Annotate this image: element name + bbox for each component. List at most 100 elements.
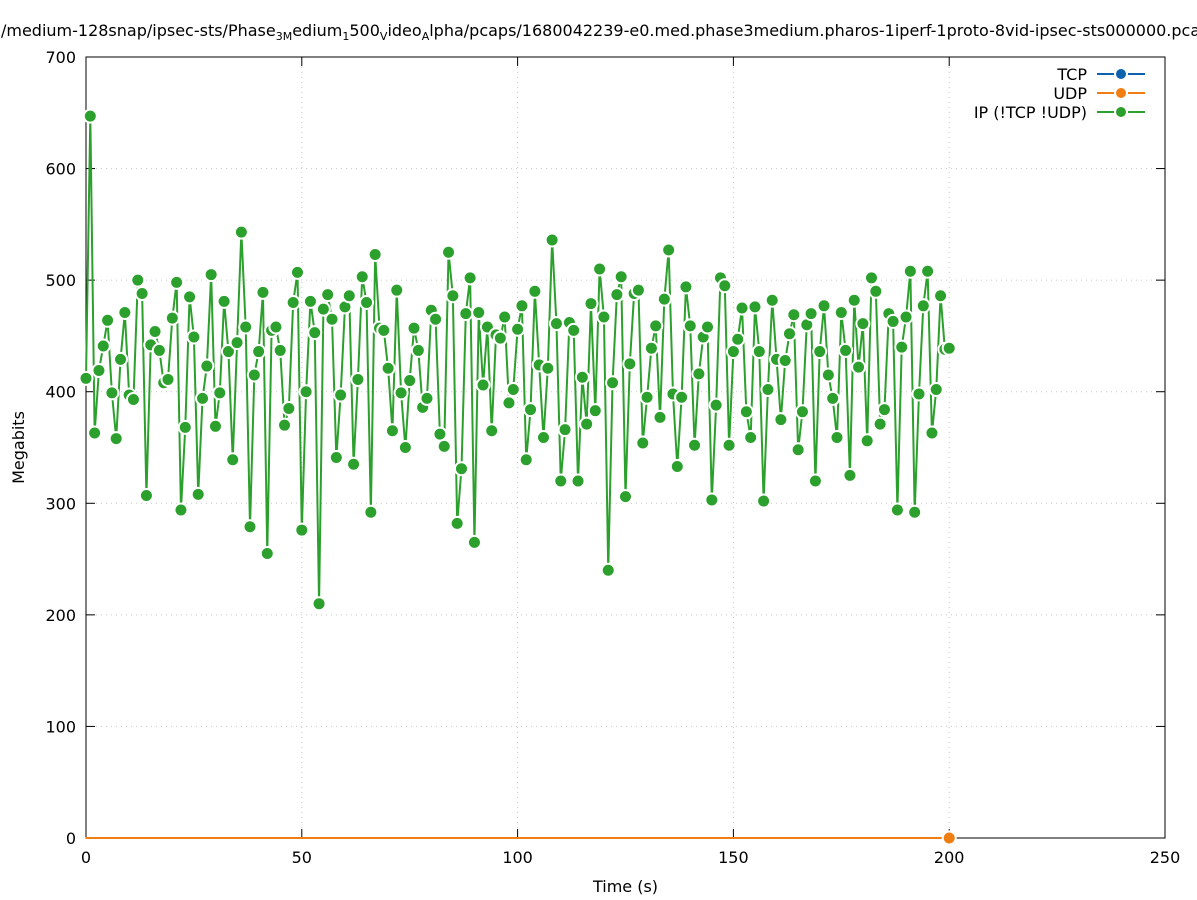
chart-title-part: .../medium-128snap/ipsec-sts/Phase	[0, 21, 276, 40]
x-tick-label: 0	[81, 848, 91, 867]
series-point	[138, 487, 154, 503]
series-point	[302, 293, 318, 309]
series-point	[125, 392, 141, 408]
series-point	[285, 294, 301, 310]
series-point	[928, 381, 944, 397]
series-point	[756, 493, 772, 509]
series-point	[851, 359, 867, 375]
y-tick-label: 200	[45, 606, 76, 625]
series-line	[85, 116, 950, 604]
series-point	[320, 287, 336, 303]
series-point	[393, 385, 409, 401]
series-point	[147, 323, 163, 339]
series-point	[95, 338, 111, 354]
y-tick-label: 300	[45, 494, 76, 513]
series-point	[359, 294, 375, 310]
series-point	[687, 437, 703, 453]
legend-swatch-marker	[1114, 86, 1128, 100]
series-point	[782, 326, 798, 342]
series-point	[475, 377, 491, 393]
chart-title-subscript: A	[422, 30, 430, 43]
series-point	[570, 473, 586, 489]
series-point	[643, 340, 659, 356]
series-point	[846, 292, 862, 308]
series-point	[885, 313, 901, 329]
series-point	[786, 307, 802, 323]
series-point	[794, 404, 810, 420]
series-point	[583, 296, 599, 312]
series-point	[203, 267, 219, 283]
series-point	[354, 269, 370, 285]
series-point	[82, 108, 98, 124]
series-point	[717, 278, 733, 294]
series-point	[833, 304, 849, 320]
legend-item: UDP	[1053, 84, 1145, 103]
series-point	[639, 389, 655, 405]
series-point	[523, 402, 539, 418]
series-point	[432, 426, 448, 442]
series-2	[78, 108, 957, 612]
series-point	[177, 419, 193, 435]
series-point	[78, 370, 94, 386]
series-point	[872, 416, 888, 432]
series-point	[859, 433, 875, 449]
series-point	[376, 322, 392, 338]
series-point	[816, 298, 832, 314]
series-point	[169, 274, 185, 290]
series-point	[246, 367, 262, 383]
chart-title-subscript: 3M	[276, 30, 293, 43]
series-point	[600, 562, 616, 578]
series-point	[678, 279, 694, 295]
series-point	[764, 292, 780, 308]
legend-swatch-marker	[1114, 67, 1128, 81]
series-point	[255, 284, 271, 300]
series-point	[173, 502, 189, 518]
series-point	[700, 319, 716, 335]
series-point	[790, 442, 806, 458]
series-point	[428, 311, 444, 327]
series-point	[492, 330, 508, 346]
series-point	[497, 309, 513, 325]
series-point	[216, 293, 232, 309]
series-point	[652, 409, 668, 425]
series-point	[315, 301, 331, 317]
series-point	[864, 270, 880, 286]
legend-swatch-marker	[1114, 105, 1128, 119]
series-point	[471, 304, 487, 320]
series-point	[825, 390, 841, 406]
series-1	[85, 830, 957, 846]
chart-title-part: ideo	[387, 21, 421, 40]
series-point	[233, 224, 249, 240]
series-point	[855, 316, 871, 332]
y-tick-label: 500	[45, 271, 76, 290]
series-point	[613, 269, 629, 285]
series-point	[941, 340, 957, 356]
chart-title-subscript: 1	[342, 30, 349, 43]
series-point	[574, 369, 590, 385]
series-point	[367, 246, 383, 262]
series-point	[838, 342, 854, 358]
series-point	[505, 381, 521, 397]
legend-label: UDP	[1053, 84, 1087, 103]
series-point	[462, 270, 478, 286]
series-point	[410, 342, 426, 358]
series-point	[207, 418, 223, 434]
series-point	[134, 286, 150, 302]
series-point	[738, 404, 754, 420]
chart-title-part: edium	[292, 21, 342, 40]
series-point	[820, 367, 836, 383]
series-point	[333, 387, 349, 403]
series-point	[220, 344, 236, 360]
series-point	[259, 545, 275, 561]
series-point	[272, 342, 288, 358]
series-point	[661, 242, 677, 258]
series-point	[182, 289, 198, 305]
series-point	[907, 504, 923, 520]
y-tick-label: 700	[45, 48, 76, 67]
y-tick-label: 0	[66, 829, 76, 848]
series-point	[298, 384, 314, 400]
series-point	[91, 363, 107, 379]
series-point	[384, 423, 400, 439]
series-point	[747, 299, 763, 315]
series-point	[807, 473, 823, 489]
